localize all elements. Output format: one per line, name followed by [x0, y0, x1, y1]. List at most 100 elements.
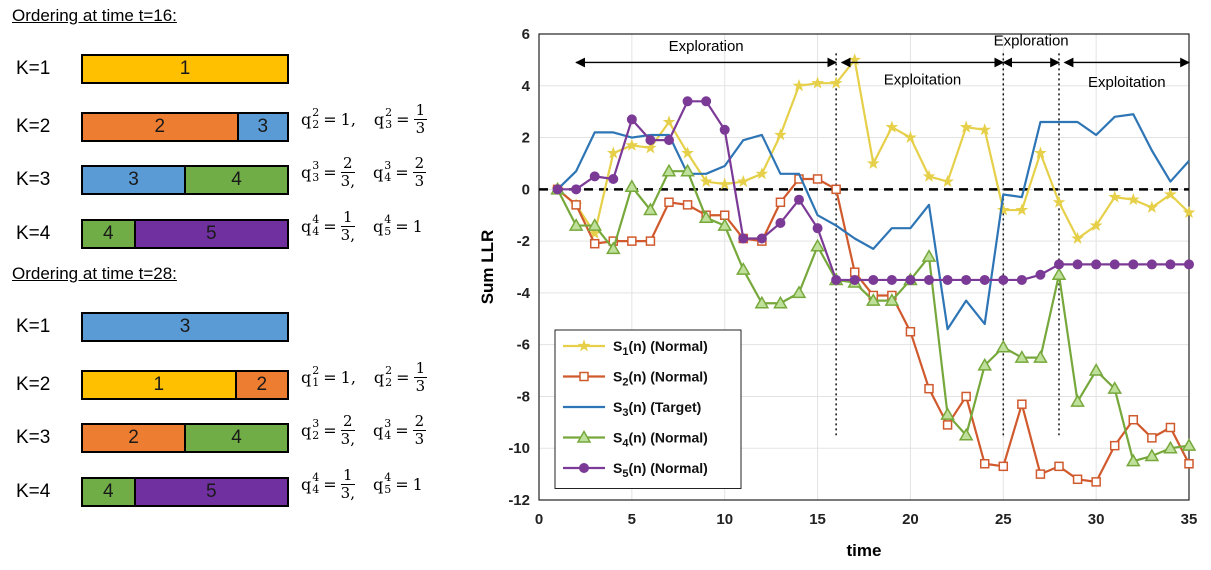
legend-label: S5(n) (Normal): [613, 460, 708, 480]
q-superscript: 2: [312, 364, 320, 377]
legend-item: S1(n) (Normal): [563, 338, 708, 358]
x-tick-label: 0: [535, 511, 543, 528]
data-point: [576, 429, 592, 443]
data-point: [571, 184, 582, 195]
data-point: [794, 194, 804, 205]
data-point: [1033, 350, 1048, 363]
data-point: [885, 120, 899, 133]
q-term: q 3 4 = 2 3: [372, 154, 427, 190]
data-point: [587, 218, 603, 231]
llr-chart-svg: 0 5 10 15 20 25 30 35 -12 -10 -8 -6 -4 -2 0 2 4 6 time Sum …: [478, 26, 1197, 560]
q-term: q 3 4 = 2 3: [372, 412, 427, 448]
data-point: [1088, 363, 1104, 376]
q-superscript: 3: [384, 159, 392, 172]
bar-segment: 3: [83, 167, 184, 193]
data-point: [998, 461, 1009, 472]
data-point: [774, 128, 787, 141]
q-value: 1,: [340, 110, 356, 129]
data-point: [1184, 459, 1194, 469]
legend-label: S4(n) (Normal): [613, 430, 708, 450]
q-symbol: q: [301, 217, 312, 236]
data-point: [682, 200, 693, 210]
bar-segment: 4: [83, 479, 134, 505]
ordering-row: K=4 4 5 q 4 4 = 1 3, q 4 5 = 1: [0, 467, 470, 509]
q-superscript: 3: [312, 417, 320, 430]
q-superscript: 4: [312, 213, 320, 226]
data-point: [568, 218, 584, 231]
q-value: 1,: [340, 368, 356, 387]
k-label: K=4: [16, 223, 51, 244]
data-point: [1016, 274, 1027, 285]
data-point: [1035, 469, 1046, 479]
data-point: [792, 79, 806, 92]
q-term: q 4 4 = 1 3,: [301, 466, 355, 502]
data-point: [1051, 267, 1067, 281]
data-point: [1184, 259, 1194, 270]
q-symbol: q: [301, 475, 312, 494]
data-point: [681, 146, 694, 159]
x-tick-label: 30: [1088, 511, 1105, 528]
data-point: [1163, 440, 1178, 454]
data-point: [701, 96, 712, 107]
legend-box: [554, 329, 742, 489]
ordering-title: Ordering at time t=28:: [12, 264, 177, 283]
data-point: [645, 236, 656, 246]
data-point: [754, 295, 770, 309]
data-point: [1182, 205, 1196, 219]
data-point: [738, 233, 749, 244]
data-point: [905, 326, 916, 337]
q-fraction: 1 3,: [340, 208, 355, 244]
q-subscript: 4: [384, 171, 392, 184]
q-symbol: q: [372, 217, 384, 236]
data-point: [1107, 381, 1123, 394]
q-fraction: 1 3,: [340, 466, 355, 502]
y-tick-label: -8: [517, 388, 530, 405]
data-point: [979, 459, 990, 469]
data-point: [589, 238, 600, 249]
data-point: [1071, 231, 1084, 244]
data-point: [924, 274, 934, 285]
data-point: [904, 130, 917, 143]
data-point: [1109, 440, 1120, 451]
k-label: K=1: [16, 58, 51, 79]
q-superscript: 4: [312, 471, 320, 484]
data-point: [643, 202, 658, 216]
q-term: q 2 3 = 1 3: [373, 101, 428, 137]
data-point: [791, 285, 807, 299]
data-point: [831, 274, 842, 285]
x-tick-label: 25: [995, 511, 1012, 528]
data-point: [1146, 259, 1157, 270]
q-symbol: q: [372, 421, 384, 440]
data-point: [718, 177, 732, 190]
q-value: 1: [412, 475, 423, 494]
bar-segment: 4: [184, 167, 287, 193]
y-tick-label: -12: [508, 492, 530, 509]
q-symbol: q: [301, 110, 312, 129]
data-point: [1164, 187, 1177, 200]
data-point: [810, 238, 825, 252]
bar-segment: 2: [234, 372, 287, 398]
q-term: q 2 2 = 1 3: [373, 359, 428, 395]
data-point: [579, 463, 589, 473]
data-point: [624, 179, 640, 192]
q-subscript: 4: [312, 225, 320, 238]
k-label: K=4: [16, 481, 51, 502]
data-point: [1035, 269, 1046, 280]
data-point: [998, 274, 1009, 285]
q-subscript: 1: [312, 376, 320, 389]
bar-segment: 4: [184, 425, 287, 451]
data-point: [1054, 461, 1064, 472]
data-point: [1054, 259, 1064, 270]
data-point: [1128, 259, 1139, 270]
data-point: [865, 293, 881, 306]
data-point: [849, 274, 860, 285]
q-subscript: 5: [384, 483, 392, 496]
data-point: [1072, 474, 1083, 485]
y-tick-label: -6: [517, 337, 530, 354]
x-tick-label: 10: [716, 511, 733, 528]
ordering-bar: 1: [81, 54, 289, 84]
